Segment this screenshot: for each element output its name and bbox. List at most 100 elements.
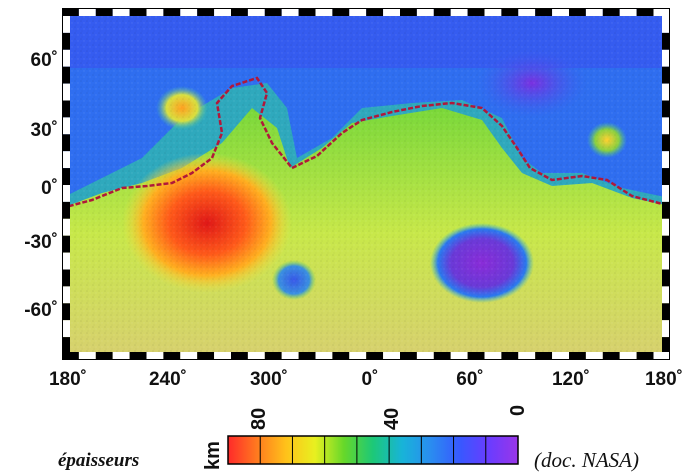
border-segment bbox=[450, 352, 468, 360]
border-segment bbox=[636, 8, 654, 16]
border-segment bbox=[62, 8, 79, 16]
border-segment bbox=[264, 352, 282, 360]
border-segment bbox=[662, 303, 670, 321]
border-segment bbox=[332, 8, 350, 16]
border-segment bbox=[662, 134, 670, 152]
border-segment bbox=[662, 286, 670, 304]
lon-label-180w: 180˚ bbox=[48, 369, 88, 390]
border-segment bbox=[78, 8, 96, 16]
border-segment bbox=[62, 151, 70, 169]
border-segment bbox=[214, 352, 231, 360]
border-segment bbox=[416, 8, 434, 16]
border-segment bbox=[383, 352, 400, 360]
border-segment bbox=[636, 352, 654, 360]
lon-label-240: 240˚ bbox=[148, 369, 188, 390]
border-segment bbox=[416, 352, 434, 360]
border-segment bbox=[662, 269, 670, 287]
border-segment bbox=[62, 117, 70, 135]
terrain-texture bbox=[62, 8, 670, 360]
legend-gradient bbox=[227, 435, 519, 465]
caption-source: (doc. NASA) bbox=[534, 448, 639, 472]
border-segment bbox=[62, 134, 70, 152]
border-segment bbox=[129, 352, 147, 360]
border-segment bbox=[535, 352, 553, 360]
border-segment bbox=[231, 352, 248, 360]
border-segment bbox=[62, 235, 70, 253]
legend-tick-80: 80 bbox=[248, 407, 270, 430]
lon-label-60: 60˚ bbox=[456, 369, 484, 390]
border-segment bbox=[585, 352, 603, 360]
border-segment bbox=[535, 8, 553, 16]
border-segment bbox=[433, 352, 451, 360]
border-segment bbox=[662, 201, 670, 219]
border-segment bbox=[585, 8, 603, 16]
border-segment bbox=[602, 352, 620, 360]
border-segment bbox=[62, 337, 70, 352]
border-segment bbox=[62, 252, 70, 270]
border-segment bbox=[298, 352, 316, 360]
border-segment bbox=[467, 352, 485, 360]
border-segment bbox=[662, 168, 670, 185]
border-segment bbox=[62, 185, 70, 202]
border-segment bbox=[112, 8, 130, 16]
thickness-legend: 80 40 0 km bbox=[162, 386, 532, 472]
border-segment bbox=[501, 352, 519, 360]
border-segment bbox=[163, 352, 181, 360]
border-segment bbox=[662, 66, 670, 84]
border-segment bbox=[552, 8, 569, 16]
border-segment bbox=[662, 337, 670, 352]
border-segment bbox=[662, 218, 670, 236]
border-segment bbox=[95, 352, 113, 360]
border-segment bbox=[653, 352, 671, 360]
lat-label-neg60: -60˚ bbox=[24, 300, 58, 321]
lat-label-60: 60˚ bbox=[30, 50, 58, 71]
border-segment bbox=[501, 8, 519, 16]
border-segment bbox=[569, 352, 586, 360]
caption-thickness: épaisseurs bbox=[58, 450, 140, 471]
border-segment bbox=[518, 8, 536, 16]
border-segment bbox=[400, 8, 417, 16]
border-segment bbox=[619, 8, 637, 16]
dichotomy-boundary bbox=[61, 76, 671, 210]
border-segment bbox=[264, 8, 282, 16]
border-segment bbox=[653, 8, 671, 16]
border-segment bbox=[332, 352, 350, 360]
mars-crust-thickness-map bbox=[61, 8, 671, 360]
border-segment bbox=[62, 352, 79, 360]
border-segment bbox=[662, 16, 670, 33]
border-segment bbox=[298, 8, 316, 16]
map-border bbox=[62, 8, 671, 360]
border-segment bbox=[662, 100, 670, 118]
border-segment bbox=[619, 352, 637, 360]
border-segment bbox=[602, 8, 620, 16]
border-segment bbox=[180, 352, 198, 360]
border-segment bbox=[231, 8, 248, 16]
border-segment bbox=[662, 32, 670, 50]
border-segment bbox=[62, 201, 70, 219]
border-segment bbox=[662, 185, 670, 202]
border-segment bbox=[383, 8, 400, 16]
legend-tick-0: 0 bbox=[507, 404, 529, 416]
border-segment bbox=[180, 8, 198, 16]
border-segment bbox=[569, 8, 586, 16]
legend-unit-km: km bbox=[202, 441, 224, 470]
border-segment bbox=[552, 352, 569, 360]
border-segment bbox=[662, 49, 670, 67]
border-segment bbox=[197, 8, 215, 16]
legend-colorbar bbox=[227, 435, 519, 465]
border-segment bbox=[349, 8, 367, 16]
border-segment bbox=[62, 32, 70, 50]
border-segment bbox=[315, 352, 333, 360]
border-segment bbox=[163, 8, 181, 16]
border-segment bbox=[281, 8, 299, 16]
border-segment bbox=[146, 8, 164, 16]
border-segment bbox=[62, 49, 70, 67]
border-segment bbox=[662, 320, 670, 338]
border-segment bbox=[214, 8, 231, 16]
map-frame bbox=[62, 8, 670, 360]
border-segment bbox=[62, 218, 70, 236]
border-segment bbox=[62, 320, 70, 338]
lat-label-neg30: -30˚ bbox=[24, 232, 58, 253]
border-segment bbox=[62, 168, 70, 185]
border-segment bbox=[78, 352, 96, 360]
